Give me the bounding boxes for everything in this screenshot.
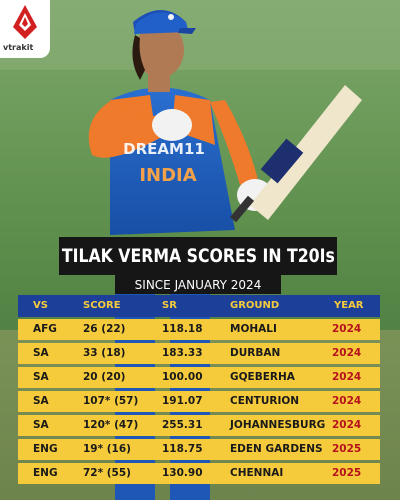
cell-vs: ENG — [33, 467, 58, 479]
header-vs: VS — [33, 300, 48, 311]
title-banner: TILAK VERMA SCORES IN T20Is — [59, 237, 337, 275]
cell-score: 107* (57) — [83, 395, 139, 407]
header-ground: GROUND — [230, 300, 280, 311]
table-row: ENG 72* (55) 130.90 CHENNAI 2025 — [18, 463, 380, 484]
cell-vs: SA — [33, 371, 49, 383]
cell-ground: CHENNAI — [230, 467, 284, 479]
cell-score: 120* (47) — [83, 419, 139, 431]
cell-score: 19* (16) — [83, 443, 131, 455]
vtrakit-logo: vtrakit — [0, 0, 50, 58]
cell-score: 72* (55) — [83, 467, 131, 479]
cell-ground: MOHALI — [230, 323, 277, 335]
jersey-sponsor: DREAM11 — [123, 140, 205, 158]
cell-ground: CENTURION — [230, 395, 300, 407]
logo-mark-icon — [13, 5, 37, 39]
cell-vs: AFG — [33, 323, 57, 335]
cell-sr: 255.31 — [162, 419, 203, 431]
cell-year: 2025 — [332, 443, 362, 455]
cell-vs: SA — [33, 347, 49, 359]
table-row: ENG 19* (16) 118.75 EDEN GARDENS 2025 — [18, 439, 380, 460]
page-title: TILAK VERMA SCORES IN T20Is — [61, 245, 335, 267]
cell-year: 2025 — [332, 467, 362, 479]
cell-vs: SA — [33, 395, 49, 407]
table-row: SA 20 (20) 100.00 GQEBERHA 2024 — [18, 367, 380, 388]
subtitle-banner: SINCE JANUARY 2024 — [115, 275, 281, 294]
table-row: SA 33 (18) 183.33 DURBAN 2024 — [18, 343, 380, 364]
cell-sr: 130.90 — [162, 467, 203, 479]
table-row: AFG 26 (22) 118.18 MOHALI 2024 — [18, 319, 380, 340]
cell-sr: 118.75 — [162, 443, 203, 455]
cell-vs: ENG — [33, 443, 58, 455]
cell-ground: GQEBERHA — [230, 371, 295, 383]
header-year: YEAR — [334, 300, 364, 311]
jersey-country: INDIA — [139, 165, 196, 186]
cell-year: 2024 — [332, 419, 362, 431]
logo-text: vtrakit — [3, 43, 34, 52]
cell-ground: JOHANNESBURG — [230, 419, 326, 431]
cell-sr: 183.33 — [162, 347, 203, 359]
cell-ground: DURBAN — [230, 347, 281, 359]
table-header: VS SCORE SR GROUND YEAR — [18, 295, 380, 317]
table-row: SA 107* (57) 191.07 CENTURION 2024 — [18, 391, 380, 412]
cell-sr: 100.00 — [162, 371, 203, 383]
cell-sr: 191.07 — [162, 395, 203, 407]
header-score: SCORE — [83, 300, 121, 311]
cell-ground: EDEN GARDENS — [230, 443, 323, 455]
cell-score: 33 (18) — [83, 347, 126, 359]
cell-score: 26 (22) — [83, 323, 126, 335]
cell-vs: SA — [33, 419, 49, 431]
cell-year: 2024 — [332, 323, 362, 335]
page-subtitle: SINCE JANUARY 2024 — [134, 277, 262, 292]
cell-year: 2024 — [332, 395, 362, 407]
cell-sr: 118.18 — [162, 323, 203, 335]
table-row: SA 120* (47) 255.31 JOHANNESBURG 2024 — [18, 415, 380, 436]
cell-year: 2024 — [332, 371, 362, 383]
header-sr: SR — [162, 300, 177, 311]
cell-score: 20 (20) — [83, 371, 126, 383]
cell-year: 2024 — [332, 347, 362, 359]
